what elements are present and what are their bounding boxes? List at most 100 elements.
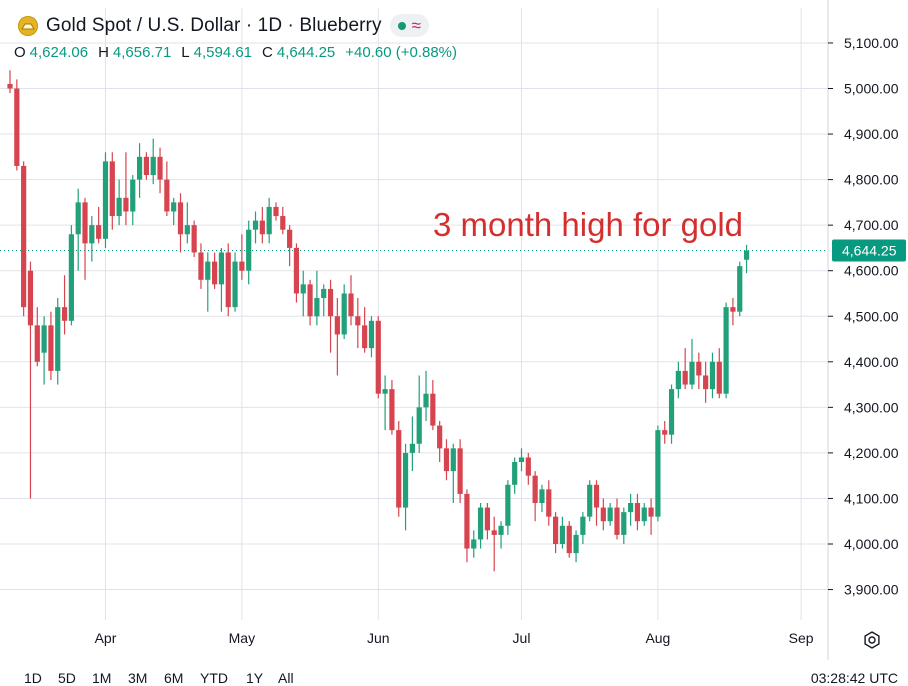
candle[interactable] xyxy=(600,498,606,531)
candle[interactable] xyxy=(634,493,641,531)
range-5d-button[interactable]: 5D xyxy=(58,670,76,686)
candle[interactable] xyxy=(505,480,511,535)
candle[interactable] xyxy=(171,197,177,226)
candle[interactable] xyxy=(621,507,627,544)
candle[interactable] xyxy=(607,503,613,526)
candle[interactable] xyxy=(314,270,320,326)
candle[interactable] xyxy=(246,220,252,285)
candle[interactable] xyxy=(348,275,354,326)
candle[interactable] xyxy=(355,298,361,349)
clock-utc[interactable]: 03:28:42 UTC xyxy=(810,670,898,686)
candle[interactable] xyxy=(668,384,675,444)
candle[interactable] xyxy=(130,175,136,226)
candle[interactable] xyxy=(177,193,184,253)
candle[interactable] xyxy=(491,516,497,572)
candle[interactable] xyxy=(136,143,143,198)
candle[interactable] xyxy=(628,493,634,526)
candle[interactable] xyxy=(300,270,306,317)
candle[interactable] xyxy=(382,375,388,431)
candle[interactable] xyxy=(580,512,586,544)
candle[interactable] xyxy=(396,421,402,517)
candle[interactable] xyxy=(662,421,668,444)
candle[interactable] xyxy=(430,380,436,431)
candle[interactable] xyxy=(437,421,443,463)
candle[interactable] xyxy=(239,234,245,280)
candle[interactable] xyxy=(21,161,27,317)
symbol-title[interactable]: Gold Spot / U.S. Dollar · 1D · Blueberry xyxy=(46,14,382,36)
candle[interactable] xyxy=(191,220,197,258)
candle[interactable] xyxy=(68,225,74,326)
candle[interactable] xyxy=(41,316,47,385)
candle[interactable] xyxy=(143,152,149,180)
candle[interactable] xyxy=(157,147,163,194)
candle[interactable] xyxy=(559,516,566,549)
candle[interactable] xyxy=(75,188,81,271)
candle[interactable] xyxy=(389,380,395,435)
candle[interactable] xyxy=(730,298,736,326)
candle[interactable] xyxy=(416,375,422,453)
candle[interactable] xyxy=(484,503,490,540)
candle[interactable] xyxy=(362,307,368,353)
range-1y-button[interactable]: 1Y xyxy=(246,670,264,686)
candle[interactable] xyxy=(587,480,593,522)
candle[interactable] xyxy=(689,339,695,390)
candle[interactable] xyxy=(27,261,34,499)
candle[interactable] xyxy=(273,202,279,221)
candle[interactable] xyxy=(82,197,88,280)
candle[interactable] xyxy=(212,252,218,289)
candle[interactable] xyxy=(89,216,95,262)
candle[interactable] xyxy=(614,498,620,540)
range-6m-button[interactable]: 6M xyxy=(164,670,184,686)
candle[interactable] xyxy=(368,316,375,358)
candle[interactable] xyxy=(287,225,293,267)
candle[interactable] xyxy=(341,284,347,340)
candle[interactable] xyxy=(116,179,122,226)
candle[interactable] xyxy=(184,202,190,244)
candle[interactable] xyxy=(198,243,204,289)
candle[interactable] xyxy=(477,503,484,549)
candle[interactable] xyxy=(48,311,54,381)
candle[interactable] xyxy=(518,448,525,472)
candle[interactable] xyxy=(648,498,654,535)
candle[interactable] xyxy=(566,521,572,558)
candle[interactable] xyxy=(266,197,272,244)
candle[interactable] xyxy=(218,247,225,312)
candle[interactable] xyxy=(703,361,709,403)
candle[interactable] xyxy=(573,530,579,563)
candle[interactable] xyxy=(205,252,211,312)
candle[interactable] xyxy=(696,352,702,390)
candlesticks[interactable] xyxy=(7,70,750,572)
candle[interactable] xyxy=(334,298,340,376)
candle[interactable] xyxy=(743,244,750,274)
candle[interactable] xyxy=(61,275,68,335)
candle[interactable] xyxy=(259,206,265,244)
candle[interactable] xyxy=(498,521,504,549)
candle[interactable] xyxy=(225,243,231,317)
candle[interactable] xyxy=(546,480,552,526)
candle[interactable] xyxy=(164,161,170,217)
candle[interactable] xyxy=(102,152,109,248)
candle[interactable] xyxy=(123,152,129,226)
gear-icon[interactable] xyxy=(862,630,882,650)
candle[interactable] xyxy=(539,484,545,513)
candle[interactable] xyxy=(321,284,327,317)
range-3m-button[interactable]: 3M xyxy=(128,670,148,686)
candle[interactable] xyxy=(150,138,156,185)
range-all-button[interactable]: All xyxy=(278,670,294,686)
candle[interactable] xyxy=(109,152,115,230)
candle[interactable] xyxy=(553,512,559,554)
candle[interactable] xyxy=(593,480,600,526)
candle[interactable] xyxy=(512,457,518,494)
candle[interactable] xyxy=(307,279,313,326)
range-1d-button[interactable]: 1D xyxy=(24,670,42,686)
candle[interactable] xyxy=(252,211,259,244)
candle[interactable] xyxy=(709,352,716,399)
candle[interactable] xyxy=(280,206,286,235)
candle[interactable] xyxy=(525,452,531,485)
candle[interactable] xyxy=(375,316,381,399)
candle[interactable] xyxy=(34,307,40,367)
candle[interactable] xyxy=(457,439,463,504)
candle[interactable] xyxy=(293,243,300,303)
